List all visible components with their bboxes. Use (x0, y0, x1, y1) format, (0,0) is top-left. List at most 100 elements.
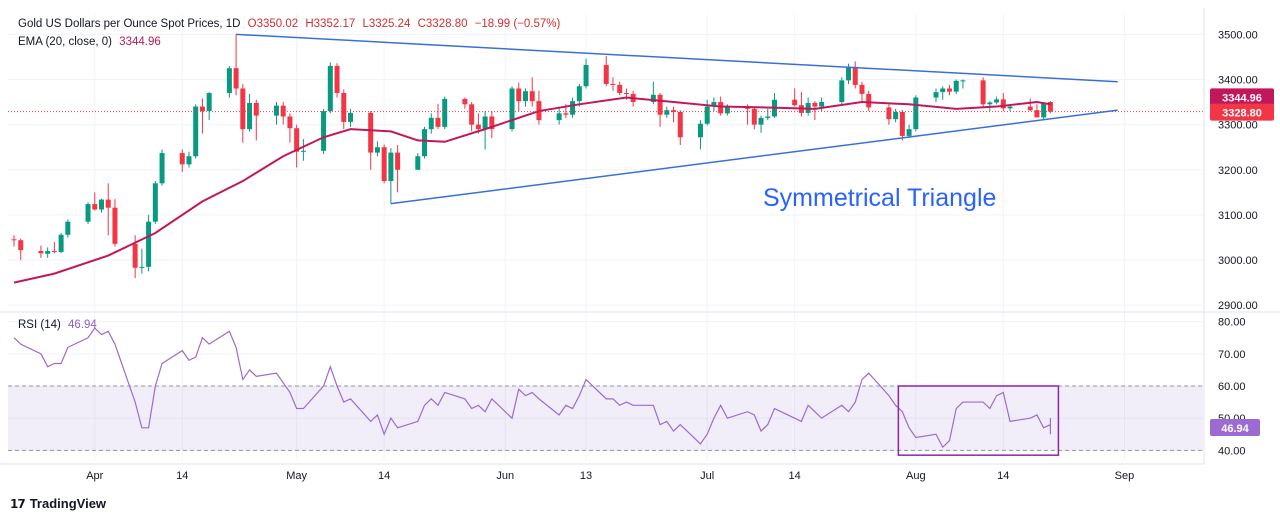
candle-body (51, 251, 57, 253)
candle-body (617, 84, 623, 94)
candle-body (610, 83, 616, 85)
candle-body (1041, 102, 1047, 118)
candle-body (671, 110, 677, 112)
candle-body (374, 147, 380, 153)
time-tick-label: 13 (580, 470, 592, 482)
candle-body (852, 66, 858, 85)
symbol-title[interactable]: Gold US Dollars per Ounce Spot Prices, 1… (18, 18, 241, 30)
ema-legend: EMA (20, close, 0) 3344.96 (18, 36, 165, 48)
time-tick-label: Apr (86, 470, 103, 482)
candle-body (334, 65, 340, 94)
candle-body (395, 152, 401, 170)
candle-body (576, 86, 582, 102)
candle-body (980, 80, 986, 105)
candle-body (159, 153, 165, 184)
candle-body (199, 106, 205, 112)
candle-body (839, 80, 845, 103)
candle-body (529, 91, 535, 102)
price-tick-label: 3300.00 (1218, 120, 1258, 132)
candle-body (899, 111, 905, 136)
candle-body (960, 80, 966, 82)
candle-body (240, 88, 246, 130)
price-tick-label: 3200.00 (1218, 165, 1258, 177)
candle-body (913, 97, 919, 130)
candle-body (341, 93, 347, 122)
price-tag (1210, 103, 1274, 121)
candle-body (677, 111, 683, 138)
candle-body (226, 68, 232, 94)
candle-body (206, 93, 212, 112)
candle-body (953, 80, 959, 92)
candle-body (657, 94, 663, 115)
rsi-tick-label: 70.00 (1218, 349, 1246, 361)
candle-body (893, 111, 899, 120)
price-tick-label: 3100.00 (1218, 210, 1258, 222)
candle-body (112, 207, 118, 244)
candle-body (98, 199, 104, 210)
rsi-tag-label: 46.94 (1221, 423, 1249, 435)
candle-body (482, 116, 488, 130)
candle-body (38, 251, 44, 254)
price-tag (1210, 88, 1274, 106)
rsi-tick-label: 80.00 (1218, 317, 1246, 329)
rsi-tick-label: 40.00 (1218, 445, 1246, 457)
candle-body (132, 243, 138, 268)
candle-body (85, 204, 91, 222)
candle-body (92, 204, 98, 210)
candle-body (435, 117, 441, 127)
time-tick-label: 14 (997, 470, 1009, 482)
candle-body (1007, 106, 1013, 109)
candle-body (758, 117, 764, 125)
candle-body (906, 129, 912, 136)
low-value: L3325.24 (362, 18, 411, 30)
candle-body (462, 98, 468, 105)
candle-body (846, 66, 852, 81)
candle-body (650, 94, 656, 103)
candle-body (859, 84, 865, 94)
candle-body (233, 68, 239, 89)
candle-body (58, 234, 64, 252)
candle-body (105, 199, 111, 208)
change-value: −18.99 (−0.57%) (474, 18, 561, 30)
price-tick-label: 2900.00 (1218, 300, 1258, 312)
candle-body (556, 113, 562, 121)
high-value: H3352.17 (305, 18, 356, 30)
rsi-band (8, 386, 1203, 451)
candle-body (866, 93, 872, 108)
candle-body (765, 116, 771, 118)
candle-body (563, 113, 569, 115)
candle-body (933, 92, 939, 98)
candle-body (940, 88, 946, 93)
rsi-highlight-box (897, 385, 1060, 456)
rsi-value: 46.94 (68, 319, 97, 331)
candle-body (415, 156, 421, 170)
time-tick-label: May (286, 470, 307, 482)
candle-body (718, 102, 724, 114)
rsi-tag (1210, 419, 1260, 437)
candle-body (994, 99, 1000, 103)
time-tick-label: Aug (906, 470, 926, 482)
candle-body (139, 266, 145, 268)
candle-body (368, 112, 374, 153)
candle-body (273, 105, 279, 116)
candle-body (45, 251, 51, 254)
tradingview-logo-icon: 𝟭𝟳 (10, 496, 26, 511)
candle-body (724, 107, 730, 114)
candle-body (146, 221, 152, 267)
candle-body (300, 150, 306, 152)
candle-body (1000, 99, 1006, 109)
candle-body (1027, 106, 1033, 111)
candle-body (489, 116, 495, 130)
tradingview-brand[interactable]: 𝟭𝟳 TradingView (10, 496, 106, 511)
rsi-label[interactable]: RSI (14) (18, 319, 61, 331)
candle-body (509, 88, 515, 130)
open-value: O3350.02 (247, 18, 299, 30)
rsi-legend: RSI (14) 46.94 (18, 319, 101, 331)
time-tick-label: Jun (496, 470, 514, 482)
candle-body (348, 112, 353, 122)
time-tick-label: 14 (378, 470, 390, 482)
price-tick-label: 3400.00 (1218, 74, 1258, 86)
candle-body (664, 110, 670, 115)
ema-label[interactable]: EMA (20, close, 0) (18, 36, 112, 48)
